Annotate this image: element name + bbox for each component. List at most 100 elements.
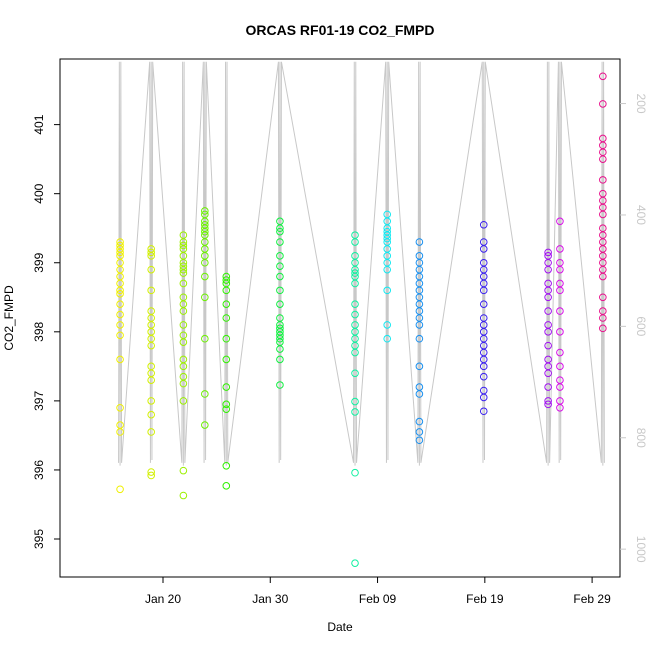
point-RF03-22	[179, 231, 188, 239]
point-RF06-7	[276, 324, 284, 333]
point-RF09-5	[415, 362, 424, 371]
point-RF11-2	[544, 383, 552, 391]
point-RF12-0	[556, 403, 564, 412]
point-RF03-9	[179, 321, 188, 329]
x-tick-label-1: Jan 30	[252, 592, 288, 606]
point-RF11-8	[544, 321, 552, 329]
point-RF02-17	[147, 248, 155, 257]
point-RF02-5	[147, 376, 155, 384]
point-RF03-12	[179, 293, 188, 302]
point-RF03-4	[179, 372, 188, 381]
point-RF13-22	[599, 72, 607, 81]
right-tick-label-0: 200	[634, 94, 648, 114]
point-RF10-2	[479, 386, 488, 395]
point-RF07-3	[351, 397, 359, 406]
point-RF06-1	[276, 355, 284, 364]
y-tick-label-1: 396	[32, 460, 46, 480]
point-RF06-2	[276, 345, 284, 353]
right-tick-label-3: 800	[634, 428, 648, 448]
point-RF03-6	[179, 355, 188, 364]
point-RF01-5	[116, 331, 124, 340]
point-RF12-3	[556, 376, 564, 384]
point-RF07-0	[351, 559, 359, 567]
point-RF02-8	[147, 341, 155, 350]
point-RF09-4	[415, 383, 424, 391]
point-RF09-1	[415, 428, 424, 436]
point-RF11-5	[544, 355, 552, 364]
y-tick-label-3: 398	[32, 321, 46, 341]
altitude-line	[118, 61, 605, 466]
point-RF06-15	[276, 238, 284, 246]
point-RF07-19	[351, 231, 359, 239]
point-RF10-6	[479, 348, 488, 357]
point-RF02-3	[147, 410, 155, 419]
point-RF08-0	[383, 334, 392, 343]
point-RF07-1	[351, 468, 359, 477]
x-tick-label-2: Feb 09	[359, 592, 397, 606]
point-RF01-3	[116, 403, 124, 412]
point-RF05-12	[222, 272, 231, 281]
point-RF04-14	[201, 210, 209, 219]
point-RF06-13	[276, 262, 284, 271]
point-RF06-18	[276, 217, 284, 226]
point-RF01-8	[116, 300, 124, 308]
point-RF07-14	[351, 269, 359, 277]
point-RF05-6	[222, 334, 231, 343]
point-RF02-2	[147, 428, 155, 436]
altitude-trace	[118, 61, 605, 466]
point-RF02-6	[147, 369, 155, 378]
point-RF09-18	[415, 238, 424, 246]
point-RF11-12	[544, 279, 552, 288]
y-tick-label-0: 395	[32, 529, 46, 549]
point-RF13-15	[599, 189, 607, 198]
x-tick-label-4: Feb 29	[573, 592, 611, 606]
point-RF05-0	[222, 482, 231, 490]
y-axis-label: CO2_FMPD	[2, 285, 16, 351]
point-RF02-1	[147, 468, 155, 476]
point-RF08-10	[383, 227, 392, 236]
x-tick-label-3: Feb 19	[466, 592, 504, 606]
point-RF06-11	[276, 286, 284, 295]
point-RF02-0	[147, 471, 155, 480]
point-RF01-2	[116, 421, 124, 429]
point-RF12-6	[556, 328, 564, 336]
point-RF01-19	[116, 238, 124, 246]
point-RF09-6	[415, 334, 424, 343]
point-RF06-14	[276, 252, 284, 260]
point-RF05-4	[222, 383, 231, 391]
point-RF11-0	[544, 400, 552, 409]
plot-frame	[59, 58, 621, 578]
point-RF07-4	[351, 369, 359, 378]
point-RF10-5	[479, 355, 488, 364]
point-RF03-13	[179, 279, 188, 288]
point-RF06-0	[276, 381, 284, 389]
point-RF05-2	[222, 405, 231, 413]
point-RF12-4	[556, 362, 564, 371]
point-RF04-1	[201, 390, 209, 398]
x-tick-label-0: Jan 20	[145, 592, 181, 606]
point-RF07-9	[351, 321, 359, 329]
point-RF01-9	[116, 290, 124, 298]
point-RF10-0	[479, 407, 488, 416]
point-RF13-0	[599, 324, 607, 333]
point-RF07-17	[351, 252, 359, 260]
point-RF03-0	[179, 491, 188, 500]
chart-title: ORCAS RF01-19 CO2_FMPD	[245, 22, 434, 38]
point-RF13-21	[599, 100, 607, 108]
point-RF05-3	[222, 400, 231, 409]
point-RF01-7	[116, 310, 124, 319]
point-RF02-13	[147, 307, 155, 315]
point-RF12-9	[556, 279, 564, 288]
point-RF02-7	[147, 362, 155, 371]
point-RF03-2	[179, 397, 188, 405]
point-RF08-13	[383, 210, 392, 219]
right-axis: 200 400 600 800 1000	[620, 94, 648, 563]
point-RF02-9	[147, 334, 155, 343]
point-RF11-16	[544, 248, 552, 257]
right-tick-label-1: 400	[634, 205, 648, 225]
point-RF12-12	[556, 245, 564, 253]
point-RF12-7	[556, 307, 564, 315]
point-RF07-10	[351, 310, 359, 319]
y-tick-label-6: 401	[32, 114, 46, 134]
